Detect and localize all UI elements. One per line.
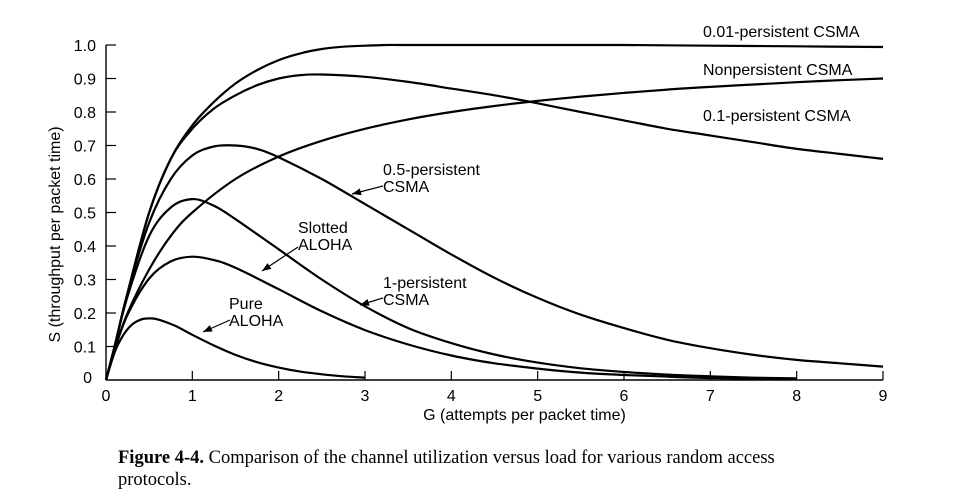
x-tick-label: 0 <box>102 388 111 405</box>
series-label-pure-aloha: ALOHA <box>229 313 284 330</box>
series-label-0-5-persistent-csma: CSMA <box>383 179 430 196</box>
y-tick-label: 0.8 <box>74 105 96 122</box>
series-arrowhead-slotted-aloha <box>262 263 272 271</box>
series-arrowhead-1-persistent-csma <box>360 299 370 306</box>
x-tick-label: 8 <box>792 388 801 405</box>
series-line-pure-aloha <box>104 317 366 381</box>
series-label-1-persistent-csma: 1-persistent <box>383 275 467 292</box>
y-tick-label: 0.1 <box>74 340 96 357</box>
series-label-0-01-persistent-csma: 0.01-persistent CSMA <box>703 24 860 41</box>
y-tick-label: 0.5 <box>74 206 96 223</box>
series-label-nonpersistent-csma: Nonpersistent CSMA <box>703 62 853 79</box>
caption-text: Comparison of the channel utilization ve… <box>118 448 775 490</box>
series-label-0-5-persistent-csma: 0.5-persistent <box>383 162 480 179</box>
series-label-1-persistent-csma: CSMA <box>383 292 430 309</box>
y-tick-label: 1.0 <box>74 38 96 55</box>
y-tick-label: 0.9 <box>74 72 96 89</box>
y-axis-label: S (throughput per packet time) <box>47 126 64 342</box>
x-tick-label: 9 <box>879 388 888 405</box>
x-tick-label: 1 <box>188 388 197 405</box>
x-tick-label: 7 <box>706 388 715 405</box>
x-tick-label: 3 <box>361 388 370 405</box>
figure-number: Figure 4-4. <box>118 448 204 468</box>
y-tick-label: 0.7 <box>74 139 96 156</box>
x-tick-label: 4 <box>447 388 456 405</box>
y-tick-label: 0.2 <box>74 306 96 323</box>
series-line-0-5-persistent-csma <box>104 144 884 381</box>
series-label-slotted-aloha: ALOHA <box>298 237 353 254</box>
chart-svg: 0 1 2 3 4 5 6 7 8 9 0 0.1 0.2 0.3 0.4 0.5 0.6 0.7 0.8 0.9 1.… <box>47 24 888 424</box>
x-tick-label: 2 <box>274 388 283 405</box>
series-line-1-persistent-csma <box>104 197 797 381</box>
series-line-0-01-persistent-csma <box>104 43 884 381</box>
y-tick-label: 0.4 <box>74 239 96 256</box>
series-line-slotted-aloha <box>104 255 797 381</box>
series-label-0-1-persistent-csma: 0.1-persistent CSMA <box>703 108 851 125</box>
series-arrowhead-pure-aloha <box>203 325 213 332</box>
axes: 0 1 2 3 4 5 6 7 8 9 0 0.1 0.2 0.3 0.4 0.5 0.6 0.7 0.8 0.9 1.… <box>47 38 888 424</box>
y-tick-label: 0.6 <box>74 172 96 189</box>
x-tick-label: 6 <box>620 388 629 405</box>
series-label-pure-aloha: Pure <box>229 296 263 313</box>
series-layer <box>104 43 884 381</box>
series-arrowhead-0-5-persistent-csma <box>352 188 362 196</box>
y-tick-label: 0.3 <box>74 273 96 290</box>
series-labels: PureALOHASlottedALOHA1-persistentCSMA0.5… <box>202 24 860 333</box>
x-axis-label: G (attempts per packet time) <box>423 407 626 424</box>
series-line-nonpersistent-csma <box>104 77 884 381</box>
series-label-slotted-aloha: Slotted <box>298 220 348 237</box>
figure-caption: Figure 4-4. Comparison of the channel ut… <box>118 447 818 491</box>
y-tick-label: 0 <box>83 370 92 387</box>
x-tick-label: 5 <box>533 388 542 405</box>
